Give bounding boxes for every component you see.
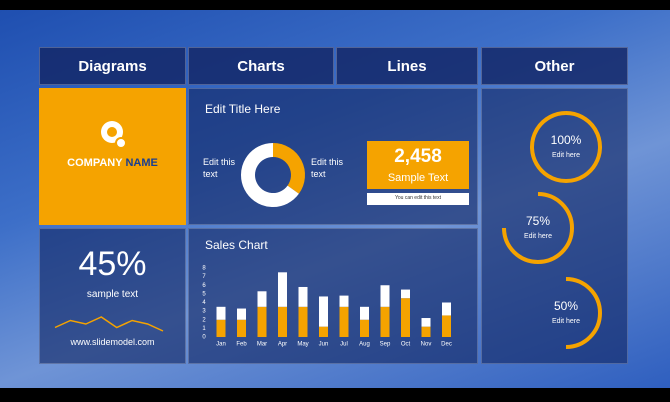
y-tick-label: 8	[202, 266, 206, 272]
note-box	[367, 193, 469, 205]
ring	[502, 192, 574, 264]
bar	[421, 326, 431, 337]
y-tick-label: 7	[202, 274, 206, 280]
bar	[360, 319, 369, 337]
ring	[529, 111, 602, 183]
x-tick-label: Aug	[359, 342, 370, 348]
x-tick-label: May	[297, 342, 308, 348]
bar	[339, 306, 349, 337]
ring-label: 75%	[526, 214, 550, 228]
sparkline	[54, 316, 164, 332]
stat-panel	[39, 228, 186, 364]
bar	[216, 306, 226, 320]
bar	[401, 298, 410, 337]
bar	[257, 306, 267, 337]
ring-caption: Edit here	[552, 152, 580, 159]
bar	[421, 318, 431, 327]
bar	[442, 302, 451, 316]
x-tick-label: Jan	[216, 342, 226, 348]
y-tick-label: 0	[202, 335, 206, 341]
tab[interactable]: Other	[481, 47, 628, 85]
y-tick-label: 6	[202, 283, 206, 289]
bar	[257, 291, 267, 307]
bar	[380, 285, 390, 307]
callout-value: 2,458	[394, 146, 442, 167]
company-second: NAME	[125, 157, 158, 169]
bar	[278, 272, 287, 307]
ring-caption: Edit here	[524, 233, 552, 240]
x-tick-label: Jul	[340, 342, 348, 348]
bar	[380, 306, 390, 337]
donut-segment	[241, 143, 299, 207]
chart-panel	[188, 228, 478, 364]
x-tick-label: Dec	[441, 342, 452, 348]
x-tick-label: Apr	[278, 342, 287, 348]
bar	[360, 306, 369, 320]
x-tick-label: Nov	[421, 342, 432, 348]
x-tick-label: Sep	[380, 342, 391, 348]
ring-label: 50%	[554, 299, 578, 313]
donut-right-text: Edit this text	[311, 157, 344, 179]
bar	[216, 319, 226, 337]
x-tick-label: Mar	[257, 342, 267, 348]
callout-note: You can edit this text	[395, 195, 441, 201]
stat-url: www.slidemodel.com	[70, 337, 155, 347]
logo-panel	[39, 88, 186, 225]
x-tick-label: Oct	[401, 342, 411, 348]
y-tick-label: 2	[202, 317, 206, 323]
company-name: COMPANY NAME	[39, 157, 186, 169]
bar	[319, 296, 328, 327]
rings-panel	[481, 88, 628, 364]
x-tick-label: Jun	[319, 342, 329, 348]
logo-icon	[101, 121, 127, 149]
tab[interactable]: Lines	[336, 47, 478, 85]
callout-box	[367, 141, 469, 189]
bar	[298, 306, 308, 337]
bar	[298, 286, 308, 307]
tab[interactable]: Diagrams	[39, 47, 186, 85]
y-tick-label: 5	[202, 291, 206, 297]
ring-label: 100%	[551, 133, 582, 147]
donut-segment	[272, 143, 305, 194]
stat-caption: sample text	[86, 289, 139, 300]
dashboard: Diagrams Charts Lines Other 0 1 2 3 4 5 6 7 8 Jan…	[0, 10, 670, 388]
chart-title: Sales Chart	[205, 238, 268, 252]
ring-caption: Edit here	[552, 318, 580, 325]
y-tick-label: 1	[202, 326, 206, 332]
stat-value: 45%	[78, 245, 147, 283]
company-first: COMPANY	[67, 157, 123, 169]
callout-caption: Sample Text	[387, 172, 449, 184]
bar	[401, 289, 410, 299]
bar	[278, 306, 287, 337]
bar	[319, 326, 328, 337]
bar	[237, 308, 246, 320]
bar	[442, 315, 451, 337]
tab[interactable]: Charts	[188, 47, 334, 85]
donut-left-text: Edit this text	[203, 157, 236, 179]
bar	[237, 319, 246, 337]
ring	[565, 277, 602, 349]
graphics: 0 1 2 3 4 5 6 7 8 Jan Feb Mar Apr May Jun Jul Aug Sep Oct N…	[54, 111, 602, 349]
x-tick-label: Feb	[236, 342, 247, 348]
y-tick-label: 3	[202, 309, 206, 315]
donut-title: Edit Title Here	[205, 102, 281, 116]
y-tick-label: 4	[202, 300, 206, 306]
bar	[339, 295, 349, 307]
